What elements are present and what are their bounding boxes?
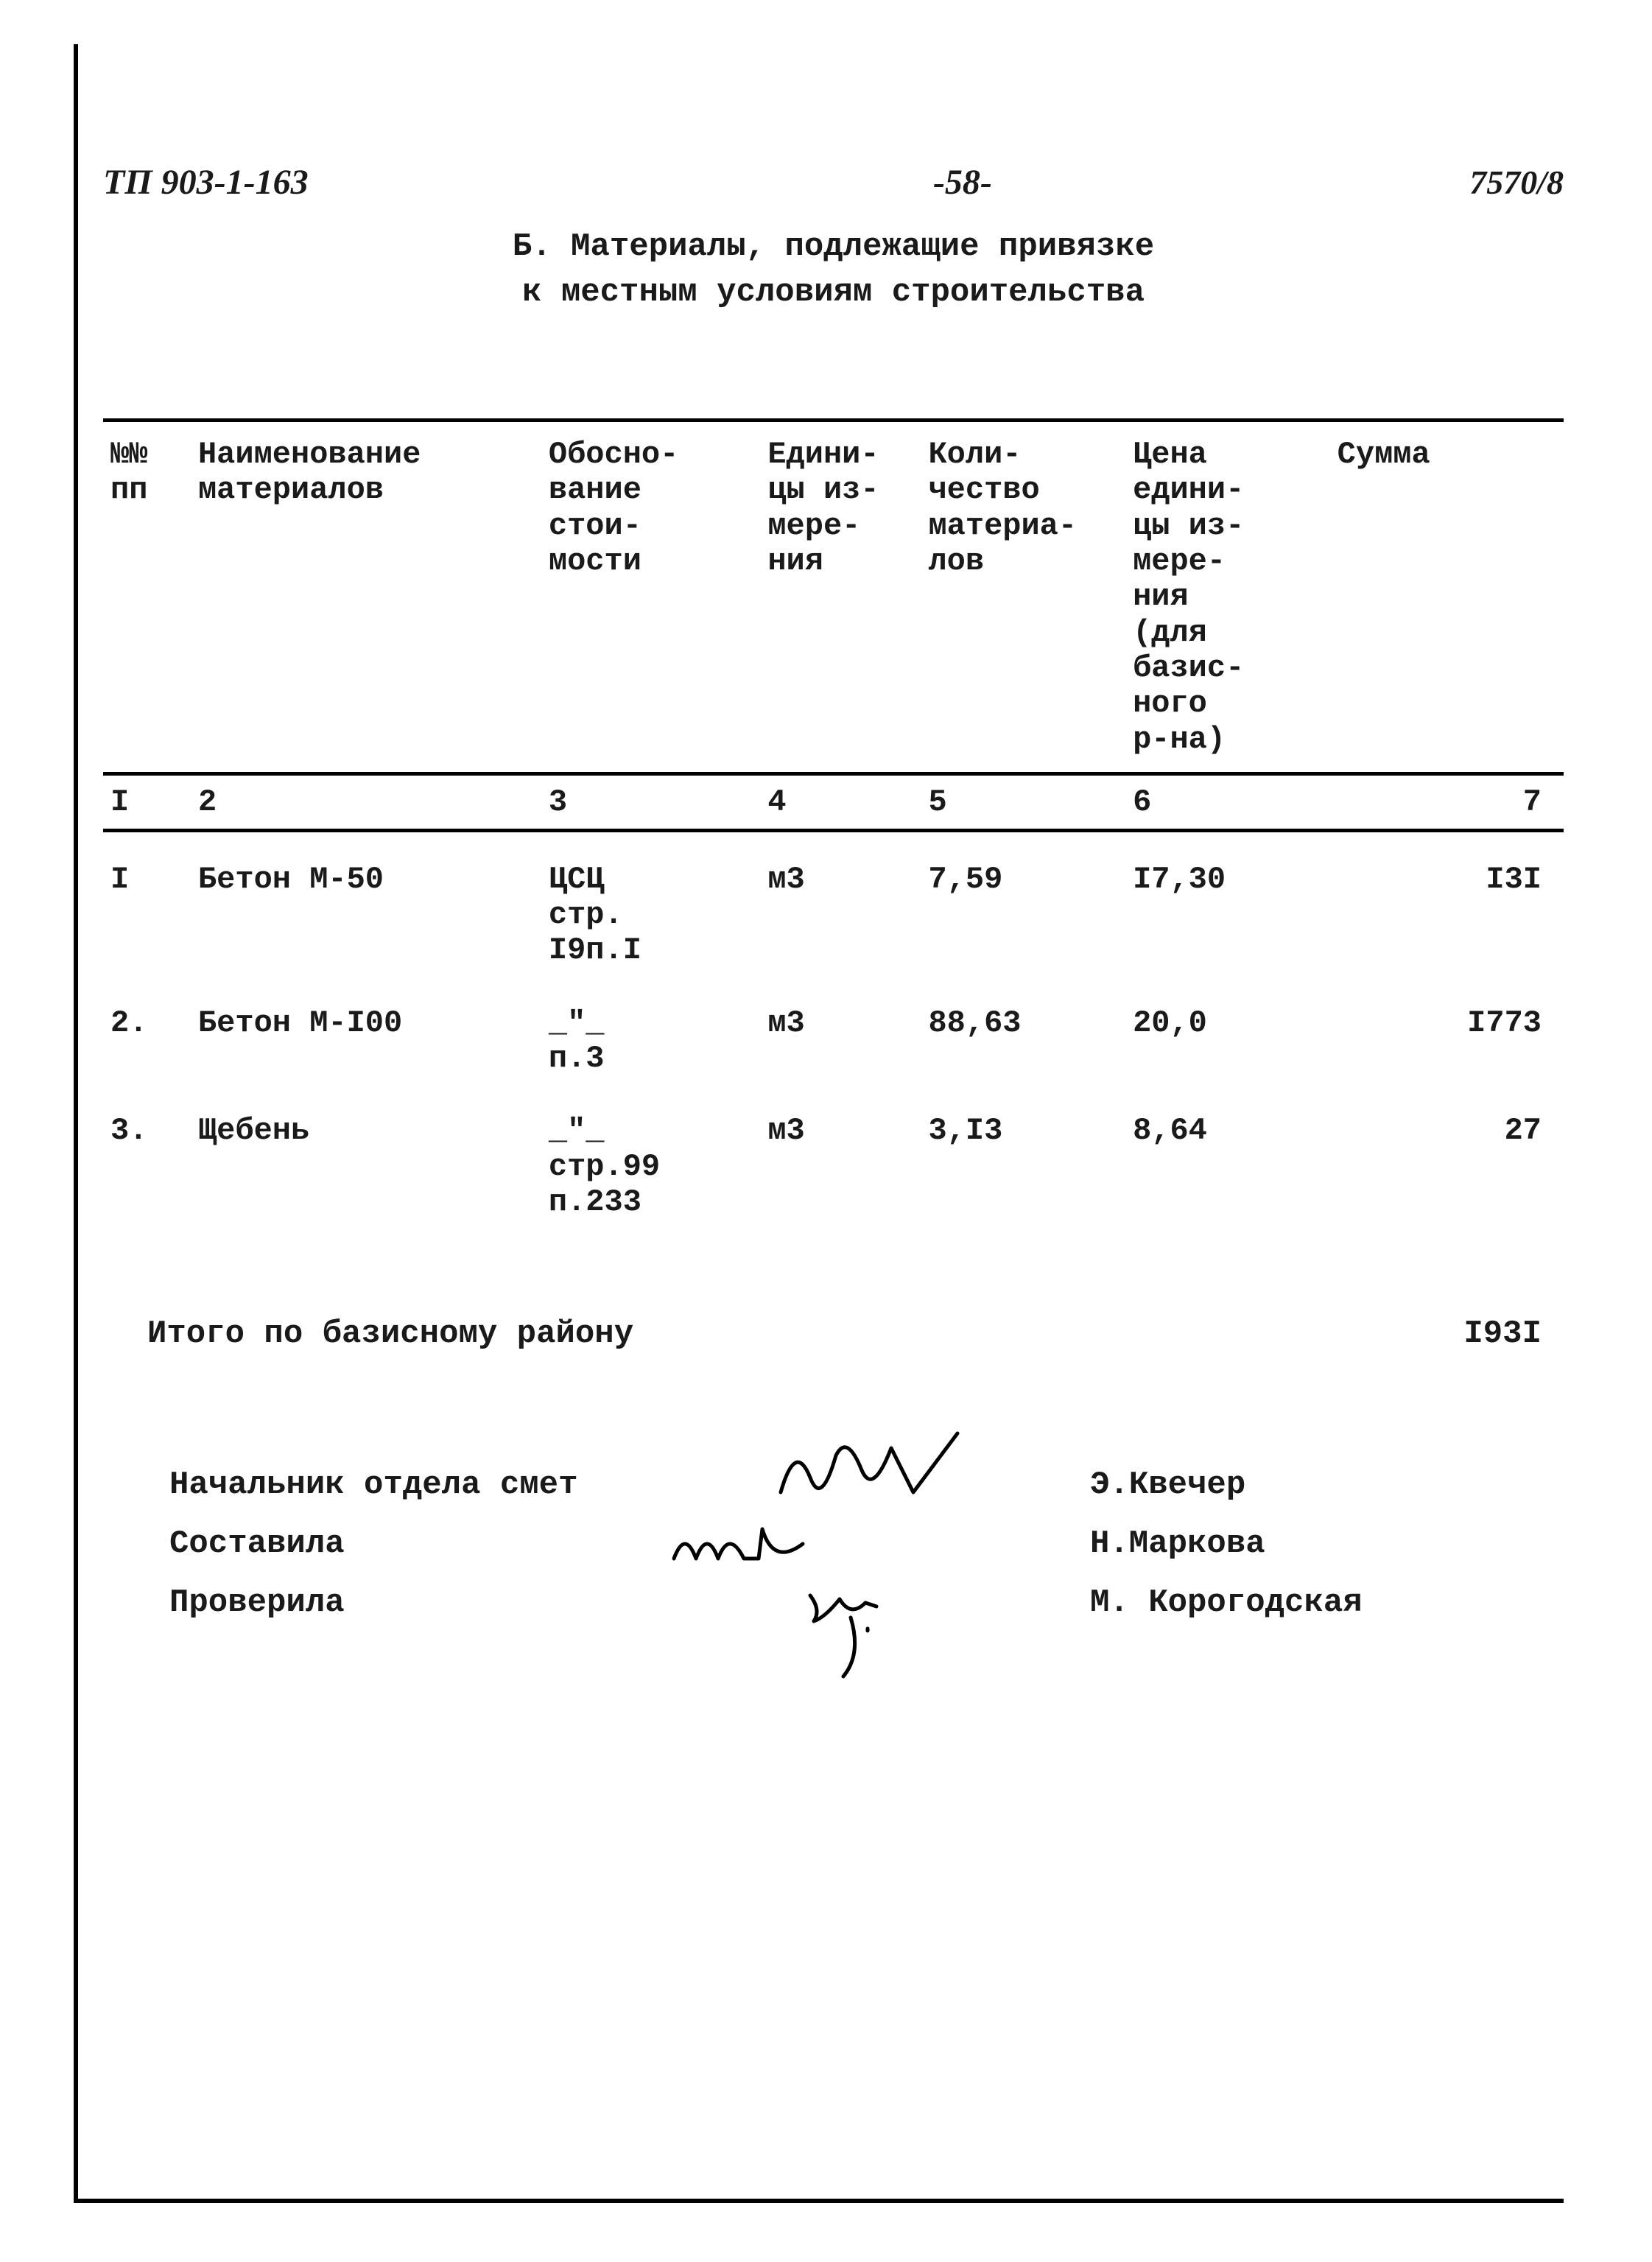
signature-scribble-icon	[766, 1426, 987, 1514]
page-frame	[74, 44, 1564, 2203]
signature-mark	[648, 1573, 1090, 1632]
signature-scribble-icon	[781, 1566, 987, 1684]
signature-mark	[648, 1514, 1090, 1573]
signature-mark	[648, 1455, 1090, 1514]
